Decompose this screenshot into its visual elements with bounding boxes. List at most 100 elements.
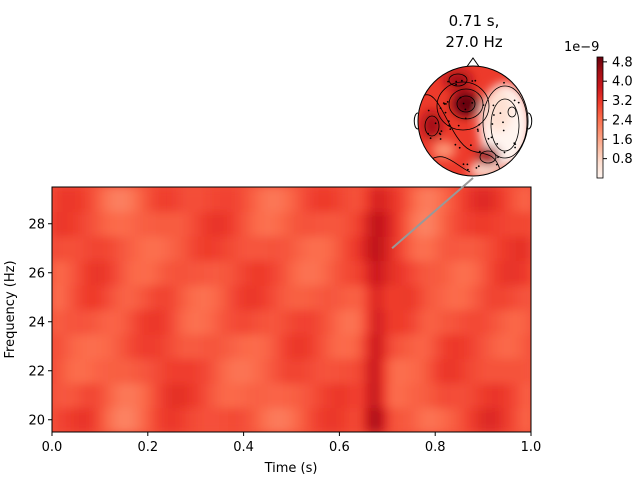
heatmap-cell [99, 407, 109, 432]
heatmap-cell [107, 358, 117, 384]
heatmap-cell [155, 211, 165, 237]
heatmap-cell [211, 383, 221, 409]
heatmap-cell [91, 211, 101, 237]
heatmap-cell [427, 236, 436, 262]
heatmap-cell [395, 334, 404, 360]
heatmap-cell [419, 236, 428, 262]
heatmap-cell [275, 358, 285, 384]
y-axis: 20 22 24 26 28 [28, 217, 52, 428]
heatmap-cell [203, 407, 213, 432]
heatmap-cell [83, 260, 93, 286]
heatmap-cell [387, 236, 396, 262]
heatmap-cell [515, 358, 524, 384]
sensor-dot [471, 102, 474, 104]
heatmap-cell [443, 358, 452, 384]
heatmap-cell [235, 211, 245, 237]
heatmap-cell [339, 236, 348, 262]
heatmap-cell [187, 383, 197, 409]
left-ear-shape [413, 112, 419, 130]
heatmap-cell [323, 334, 333, 360]
heatmap-cell [371, 211, 380, 237]
heatmap-cell [323, 211, 333, 237]
sensor-dot [478, 123, 481, 126]
heatmap-cell [147, 407, 157, 432]
heatmap-cell [291, 407, 301, 432]
heatmap-cell [259, 309, 269, 335]
colorbar-tick-label: 2.4 [612, 113, 633, 128]
heatmap-cell [427, 334, 436, 360]
heatmap-cell [475, 260, 484, 286]
sensor-dot [491, 123, 494, 125]
sensor-dot [459, 96, 462, 99]
sensor-dot [513, 99, 516, 102]
heatmap-cell [203, 187, 213, 213]
heatmap-cell [467, 236, 476, 262]
heatmap-cell [195, 407, 205, 432]
x-axis: 0.0 0.2 0.4 0.6 0.8 1.0 [42, 432, 541, 455]
colorbar-tick-label: 1.6 [612, 133, 633, 148]
heatmap-cell [379, 334, 388, 360]
heatmap-cell [331, 187, 340, 213]
heatmap-cell [427, 358, 436, 384]
heatmap-cell [235, 187, 245, 213]
heatmap-cell [523, 407, 531, 432]
heatmap-cell [211, 309, 221, 335]
heatmap-cell [419, 358, 428, 384]
heatmap-cell [227, 309, 237, 335]
heatmap-cell [115, 358, 125, 384]
heatmap-cell [435, 407, 444, 432]
heatmap-cell [315, 407, 325, 432]
heatmap-cell [171, 309, 181, 335]
heatmap-cell [251, 211, 261, 237]
heatmap-cell [59, 211, 69, 237]
heatmap-cell [139, 187, 149, 213]
heatmap-cell [52, 383, 61, 409]
heatmap-cell [491, 260, 500, 286]
heatmap-cell [403, 334, 412, 360]
heatmap-cell [435, 383, 444, 409]
heatmap-cell [163, 309, 173, 335]
heatmap-cell [307, 383, 317, 409]
heatmap-cell [275, 211, 285, 237]
heatmap-cell [163, 236, 173, 262]
heatmap-cell [443, 383, 452, 409]
heatmap-cell [435, 334, 444, 360]
heatmap-cell [299, 260, 309, 286]
heatmap-cell [371, 260, 380, 286]
heatmap-cell [379, 211, 388, 237]
heatmap-cell [187, 285, 197, 311]
x-tick-label: 0.2 [137, 440, 158, 455]
heatmap-cell [52, 334, 61, 360]
heatmap-cell [99, 236, 109, 262]
heatmap-cell [59, 309, 69, 335]
heatmap-cell [427, 260, 436, 286]
sensor-dot [466, 163, 469, 166]
heatmap-cell [387, 187, 396, 213]
heatmap-cell [363, 211, 372, 237]
heatmap-cell [483, 260, 492, 286]
topomap-field [418, 66, 528, 176]
heatmap-cell [243, 334, 253, 360]
heatmap-cell [267, 187, 277, 213]
heatmap-cell [323, 187, 333, 213]
heatmap-cell [323, 358, 333, 384]
sensor-dot [478, 150, 481, 153]
heatmap-cell [115, 236, 125, 262]
heatmap-cell [363, 358, 372, 384]
heatmap-cell [267, 407, 277, 432]
heatmap-cell [483, 236, 492, 262]
heatmap-cell [99, 309, 109, 335]
heatmap-cell [123, 285, 133, 311]
heatmap-cell [243, 236, 253, 262]
heatmap-cell [387, 285, 396, 311]
heatmap-cell [395, 407, 404, 432]
heatmap-cell [107, 334, 117, 360]
heatmap-cell [147, 236, 157, 262]
heatmap-cell [139, 309, 149, 335]
heatmap-cell [347, 285, 356, 311]
heatmap-cell [475, 187, 484, 213]
heatmap-cell [139, 334, 149, 360]
heatmap-cell [83, 211, 93, 237]
heatmap-cell [331, 407, 340, 432]
heatmap-cell [459, 407, 468, 432]
